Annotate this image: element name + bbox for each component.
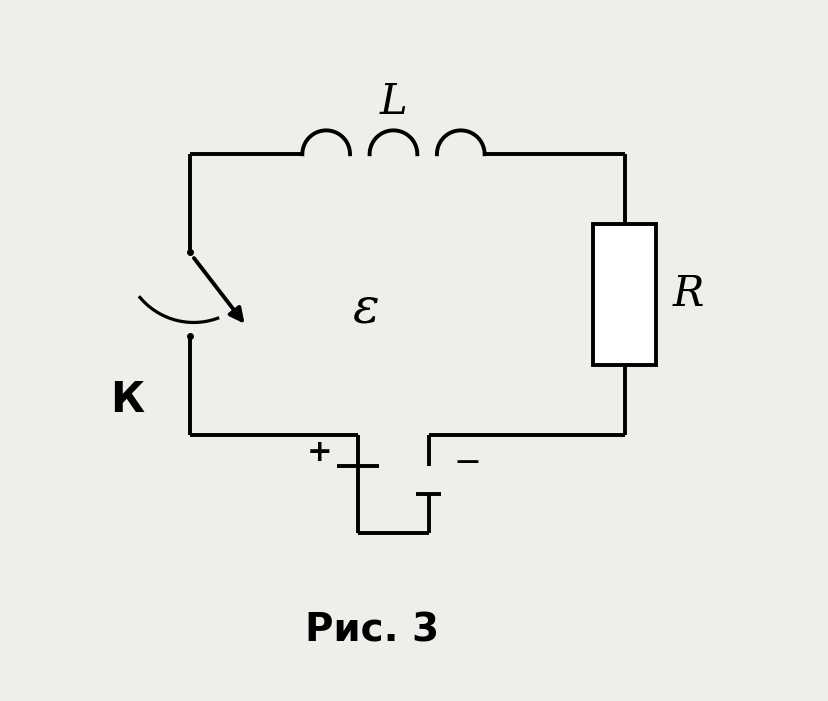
Text: −: − bbox=[453, 446, 480, 479]
Text: Рис. 3: Рис. 3 bbox=[305, 612, 439, 650]
Text: ε: ε bbox=[352, 284, 378, 333]
Text: R: R bbox=[672, 273, 703, 315]
Bar bbox=[593, 224, 656, 365]
Text: К: К bbox=[110, 379, 144, 421]
Text: L: L bbox=[379, 81, 407, 123]
Text: +: + bbox=[306, 437, 332, 467]
